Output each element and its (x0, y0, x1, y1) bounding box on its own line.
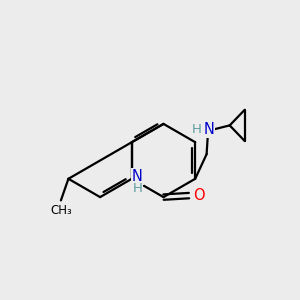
Text: H: H (192, 123, 202, 136)
Text: N: N (132, 169, 142, 184)
Text: N: N (203, 122, 214, 137)
Text: CH₃: CH₃ (51, 203, 72, 217)
Text: O: O (193, 188, 204, 202)
Text: H: H (132, 182, 142, 195)
